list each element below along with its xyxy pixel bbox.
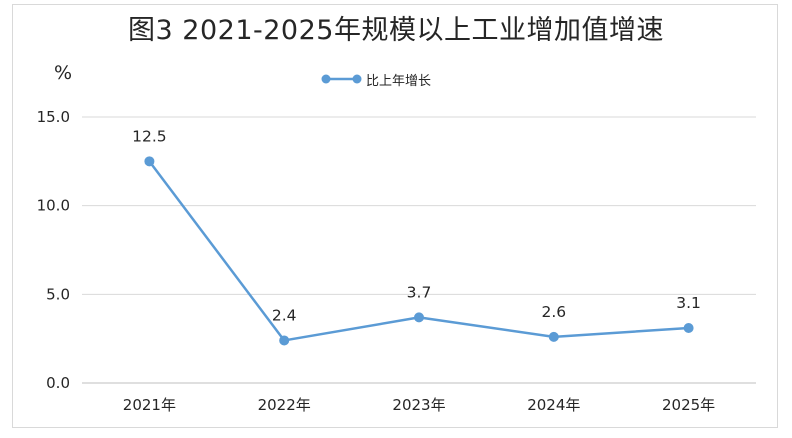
x-category-label: 2025年 (662, 396, 715, 414)
data-label: 2.6 (541, 303, 566, 321)
x-category-label: 2022年 (258, 396, 311, 414)
legend-marker-icon (318, 70, 364, 88)
x-category-label: 2021年 (123, 396, 176, 414)
y-tick-label: 5.0 (46, 285, 70, 303)
y-tick-label: 0.0 (46, 374, 70, 392)
data-point (279, 335, 290, 346)
x-category-label: 2023年 (392, 396, 445, 414)
data-point (548, 331, 559, 342)
y-unit-label: % (54, 62, 73, 84)
data-point (414, 312, 424, 323)
data-point (144, 156, 155, 167)
legend-series-label: 比上年增长 (366, 73, 432, 89)
chart-title: 图3 2021-2025年规模以上工业增加值增速 (128, 15, 664, 46)
data-label: 3.1 (676, 294, 701, 312)
data-label: 12.5 (132, 127, 167, 145)
legend: 比上年增长 (318, 70, 432, 89)
x-category-label: 2024年 (527, 396, 580, 414)
y-tick-label: 15.0 (37, 108, 70, 126)
chart-frame (12, 4, 778, 428)
data-point (683, 323, 694, 334)
data-label: 2.4 (272, 306, 297, 324)
y-tick-label: 10.0 (37, 197, 70, 215)
data-label: 3.7 (407, 283, 432, 301)
